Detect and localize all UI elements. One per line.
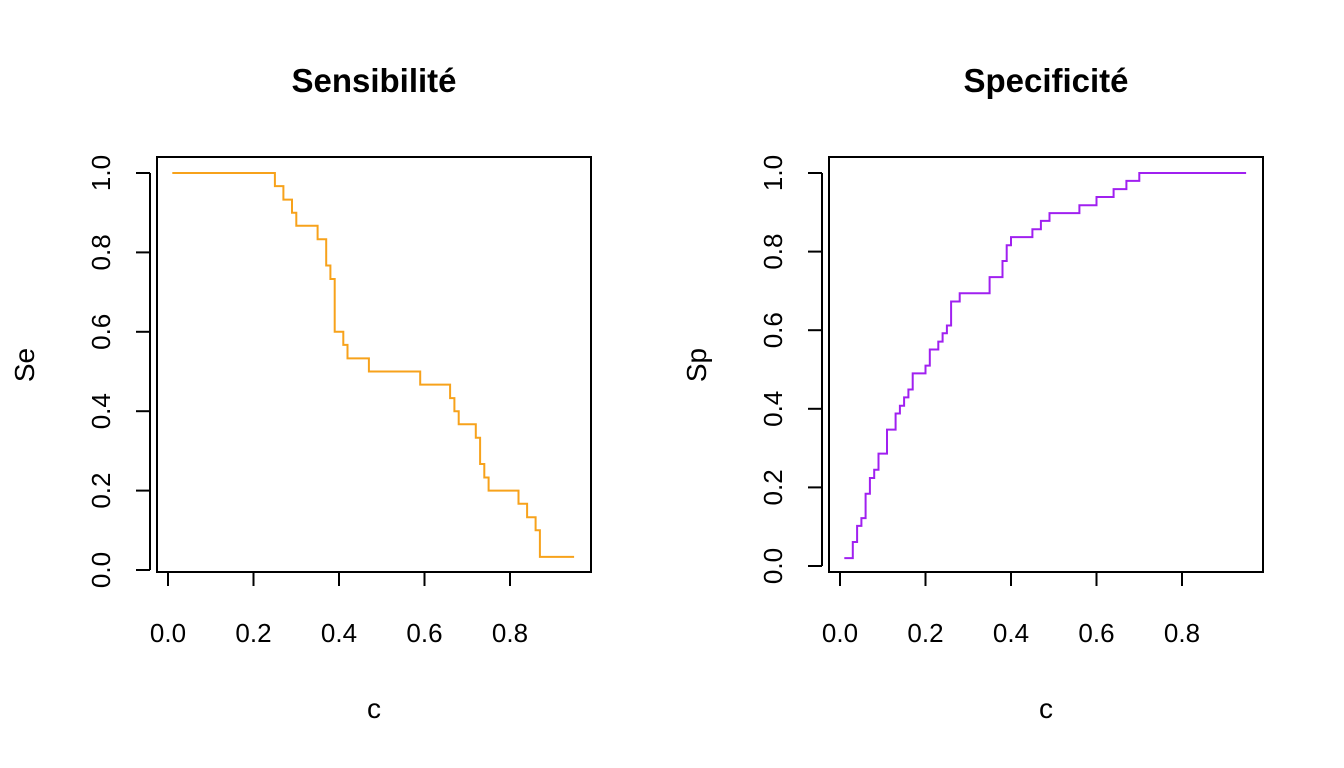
specificity-y-tick-label: 0.8 [758,234,788,270]
sensitivity-y-tick-label: 0.0 [86,552,116,588]
sensitivity-x-label: c [367,693,381,724]
specificity-x-tick-label: 0.6 [1078,618,1114,648]
specificity-y-tick-label: 0.0 [758,548,788,584]
sensitivity-y-tick-label: 0.8 [86,234,116,270]
specificity-x-label: c [1039,693,1053,724]
sensitivity-x-tick-label: 0.8 [492,618,528,648]
specificity-x-tick-label: 0.8 [1164,618,1200,648]
sensitivity-x-tick-label: 0.4 [321,618,357,648]
specificity-panel: Specificité 0.0 0.2 0.4 0.6 0.8 0.0 0.2 0.4 0.6 0.… [681,62,1264,724]
sensitivity-x-tick-label: 0.0 [150,618,186,648]
specificity-y-label: Sp [681,348,712,382]
specificity-x-tick-label: 0.4 [993,618,1029,648]
specificity-title: Specificité [963,62,1128,99]
sensitivity-y-label: Se [9,348,40,382]
specificity-x-tick-label: 0.2 [907,618,943,648]
sensitivity-step-line [172,172,575,558]
specificity-y-tick-label: 1.0 [758,155,788,191]
specificity-plot-frame [828,156,1264,573]
specificity-x-tick-label: 0.0 [822,618,858,648]
sensitivity-x-tick-label: 0.6 [406,618,442,648]
specificity-y-tick-label: 0.4 [758,391,788,427]
sensitivity-y-tick-label: 0.6 [86,314,116,350]
specificity-y-tick-label: 0.6 [758,312,788,348]
sensitivity-plot-frame [156,156,592,573]
sensitivity-title: Sensibilité [291,62,456,99]
sensitivity-y-tick-label: 0.4 [86,393,116,429]
sensitivity-panel: Sensibilité 0.0 0.2 0.4 0.6 0.8 0.0 0.2 0.4 0.6 0.… [9,62,592,724]
sensitivity-y-tick-label: 0.2 [86,473,116,509]
specificity-y-tick-label: 0.2 [758,469,788,505]
sensitivity-y-tick-label: 1.0 [86,155,116,191]
sensitivity-x-tick-label: 0.2 [235,618,271,648]
specificity-step-line [844,172,1247,560]
